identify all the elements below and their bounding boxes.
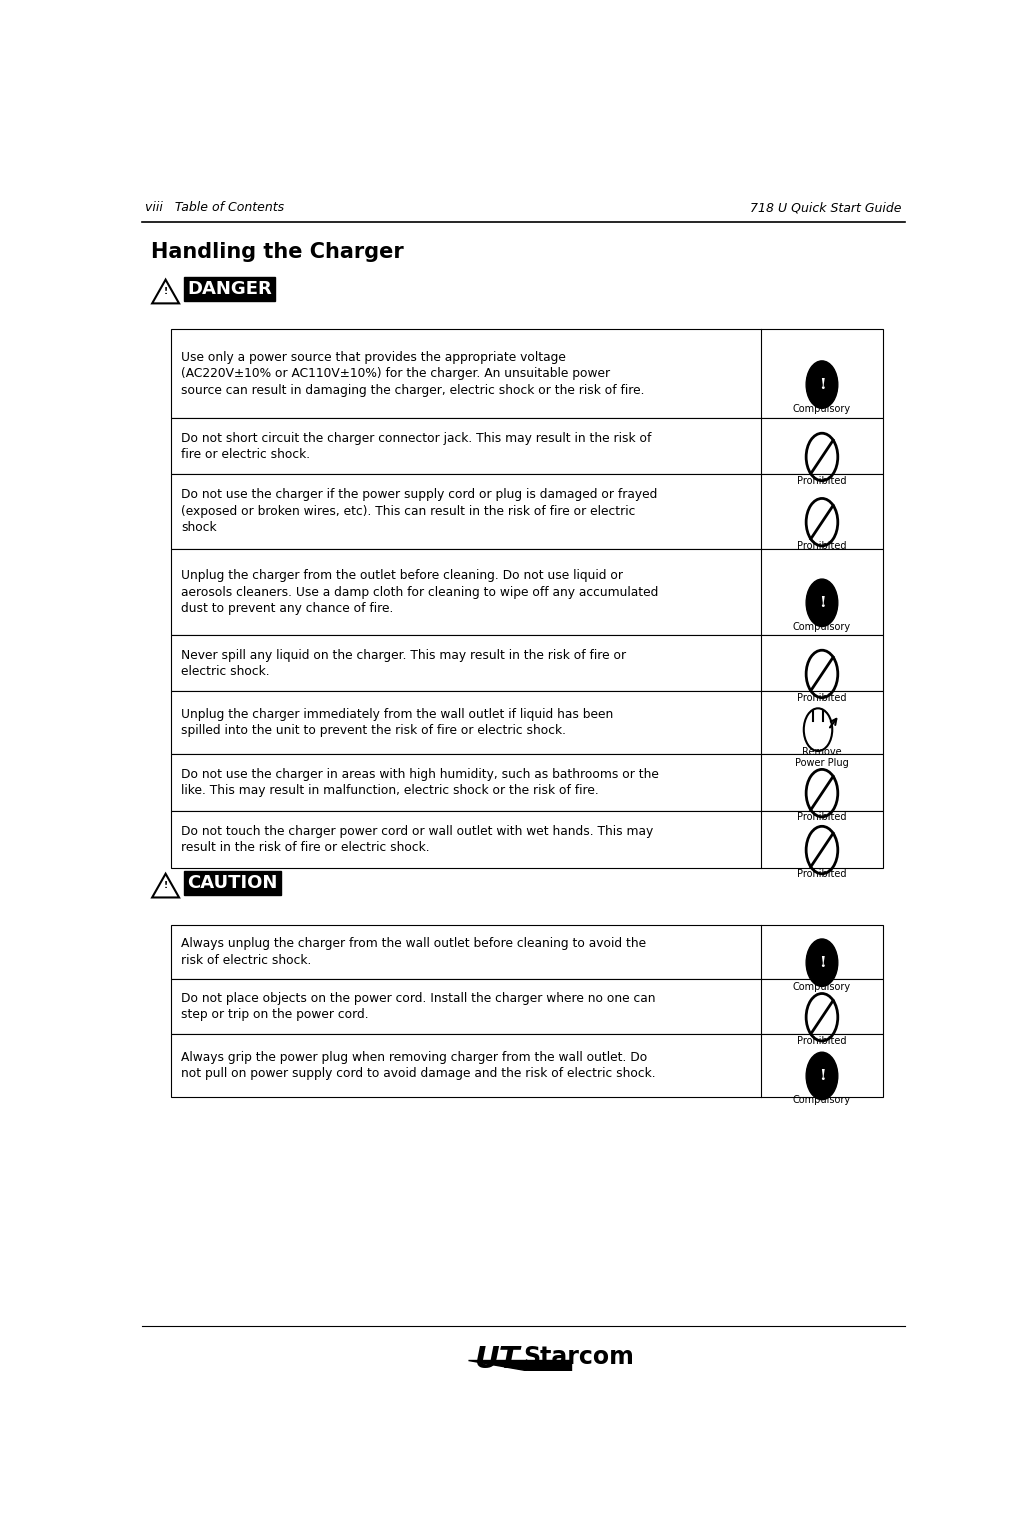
Text: !: ! [819, 1069, 825, 1083]
Text: Do not touch the charger power cord or wall outlet with wet hands. This may
resu: Do not touch the charger power cord or w… [182, 824, 653, 855]
Text: Do not place objects on the power cord. Install the charger where no one can
ste: Do not place objects on the power cord. … [182, 992, 655, 1021]
Text: !: ! [819, 956, 825, 970]
Bar [172, 474, 883, 548]
Bar [172, 924, 883, 979]
Circle shape [807, 360, 838, 408]
Text: Prohibited: Prohibited [797, 476, 846, 487]
Bar [172, 419, 883, 474]
Text: Prohibited: Prohibited [797, 541, 846, 551]
Text: Prohibited: Prohibited [797, 869, 846, 879]
Text: Compulsory: Compulsory [793, 1095, 852, 1104]
Text: Do not short circuit the charger connector jack. This may result in the risk of
: Do not short circuit the charger connect… [182, 431, 651, 460]
Text: !: ! [819, 377, 825, 391]
Text: Handling the Charger: Handling the Charger [151, 242, 404, 262]
Text: Use only a power source that provides the appropriate voltage
(AC220V±10% or AC1: Use only a power source that provides th… [182, 351, 645, 397]
Circle shape [807, 1052, 838, 1100]
Bar [172, 1033, 883, 1096]
Text: Prohibited: Prohibited [797, 812, 846, 822]
Polygon shape [468, 1360, 571, 1378]
Text: Prohibited: Prohibited [797, 693, 846, 702]
Text: Always unplug the charger from the wall outlet before cleaning to avoid the
risk: Always unplug the charger from the wall … [182, 938, 646, 967]
Text: 718 U Quick Start Guide: 718 U Quick Start Guide [750, 202, 902, 214]
Text: Compulsory: Compulsory [793, 403, 852, 414]
Bar [172, 979, 883, 1033]
Text: Always grip the power plug when removing charger from the wall outlet. Do
not pu: Always grip the power plug when removing… [182, 1050, 657, 1080]
Text: DANGER: DANGER [187, 280, 272, 299]
Text: Prohibited: Prohibited [797, 1036, 846, 1046]
Text: UT: UT [476, 1344, 521, 1374]
Bar [172, 330, 883, 419]
Bar [172, 691, 883, 755]
Text: Compulsory: Compulsory [793, 622, 852, 631]
Text: CAUTION: CAUTION [187, 875, 278, 892]
Circle shape [807, 939, 838, 987]
Text: Unplug the charger from the outlet before cleaning. Do not use liquid or
aerosol: Unplug the charger from the outlet befor… [182, 570, 659, 614]
Text: !: ! [163, 881, 167, 890]
Bar [172, 812, 883, 869]
Text: Unplug the charger immediately from the wall outlet if liquid has been
spilled i: Unplug the charger immediately from the … [182, 708, 614, 738]
Text: Do not use the charger if the power supply cord or plug is damaged or frayed
(ex: Do not use the charger if the power supp… [182, 488, 658, 534]
Text: Remove
Power Plug: Remove Power Plug [795, 747, 848, 768]
Text: !: ! [163, 288, 167, 296]
Circle shape [807, 579, 838, 627]
Text: !: ! [819, 596, 825, 610]
Bar [172, 636, 883, 691]
Bar [172, 548, 883, 636]
Text: Starcom: Starcom [523, 1344, 634, 1369]
Text: Compulsory: Compulsory [793, 981, 852, 992]
Text: viii   Table of Contents: viii Table of Contents [145, 202, 284, 214]
Text: Do not use the charger in areas with high humidity, such as bathrooms or the
lik: Do not use the charger in areas with hig… [182, 768, 660, 798]
Text: Never spill any liquid on the charger. This may result in the risk of fire or
el: Never spill any liquid on the charger. T… [182, 648, 627, 678]
Bar [172, 755, 883, 812]
